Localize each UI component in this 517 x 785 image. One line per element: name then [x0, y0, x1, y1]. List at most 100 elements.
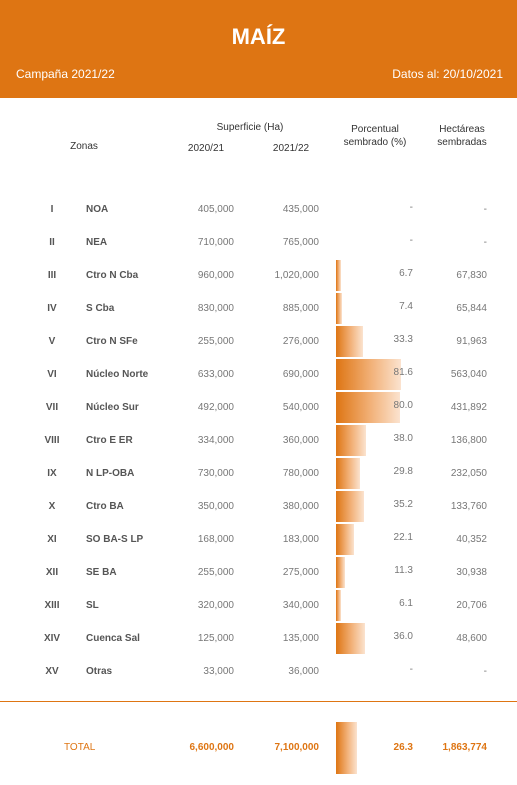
zone-number: IX [47, 468, 57, 479]
surface-2020-21: 255,000 [197, 567, 234, 578]
pct-bar [336, 260, 342, 291]
pct-sown: 7.4 [399, 301, 413, 312]
pct-sown: 36.0 [393, 631, 413, 642]
zone-name: N LP-OBA [86, 468, 135, 479]
pct-bar [336, 326, 363, 357]
surface-2020-21: 168,000 [197, 534, 234, 545]
pct-sown: 22.1 [393, 532, 413, 543]
surface-2021-22: 275,000 [282, 567, 319, 578]
zone-number: XI [47, 534, 57, 545]
zone-number: XIV [43, 633, 61, 644]
zone-number: III [47, 270, 57, 281]
zone-name: Cuenca Sal [86, 633, 140, 644]
table-row: XIII SL 320,000 340,000 6.1 20,706 [0, 589, 517, 622]
pct-bar [336, 590, 341, 621]
total-row: TOTAL 6,600,000 7,100,000 26.3 1,863,774 [0, 722, 517, 774]
surface-2020-21: 255,000 [197, 336, 234, 347]
pct-bar [336, 392, 400, 423]
col-header-hectareas-line1: Hectáreas [439, 124, 485, 135]
hectares-sown: - [483, 204, 487, 215]
pct-sown: - [409, 664, 413, 675]
surface-2020-21: 730,000 [197, 468, 234, 479]
zone-number: II [49, 237, 55, 248]
zone-name: NOA [86, 204, 109, 215]
hectares-sown: 40,352 [456, 534, 487, 545]
total-surface-2021-22: 7,100,000 [274, 742, 320, 753]
zone-name: SO BA-S LP [86, 534, 144, 545]
table-row: XI SO BA-S LP 168,000 183,000 22.1 40,352 [0, 523, 517, 556]
hectares-sown: 30,938 [456, 567, 487, 578]
zone-number: VIII [44, 435, 60, 446]
total-pct-bar [336, 722, 358, 774]
table-row: I NOA 405,000 435,000 - - [0, 193, 517, 226]
col-header-porcentual: Porcentual sembrado (%) [325, 123, 425, 149]
hectares-sown: 91,963 [456, 336, 487, 347]
zone-name: Ctro N SFe [86, 336, 138, 347]
hectares-sown: 133,760 [450, 501, 487, 512]
table-row: XV Otras 33,000 36,000 - - [0, 655, 517, 688]
zone-name: Ctro BA [86, 501, 124, 512]
surface-2021-22: 135,000 [282, 633, 319, 644]
surface-2021-22: 540,000 [282, 402, 319, 413]
pct-sown: 11.3 [394, 565, 413, 576]
pct-sown: - [409, 202, 413, 213]
surface-2021-22: 885,000 [282, 303, 319, 314]
surface-2021-22: 690,000 [282, 369, 319, 380]
hectares-sown: 136,800 [450, 435, 487, 446]
table-row: VII Núcleo Sur 492,000 540,000 80.0 431,892 [0, 391, 517, 424]
surface-2020-21: 710,000 [197, 237, 234, 248]
surface-2020-21: 350,000 [197, 501, 234, 512]
total-label: TOTAL [64, 742, 96, 753]
zone-number: VII [45, 402, 59, 413]
table-row: IV S Cba 830,000 885,000 7.4 65,844 [0, 292, 517, 325]
surface-2020-21: 320,000 [197, 600, 234, 611]
col-header-porcentual-line2: sembrado (%) [343, 137, 407, 148]
surface-2021-22: 340,000 [282, 600, 319, 611]
col-header-superficie: Superficie (Ha) [216, 122, 284, 133]
table-row: IX N LP-OBA 730,000 780,000 29.8 232,050 [0, 457, 517, 490]
zone-name: Núcleo Norte [86, 369, 149, 380]
surface-2020-21: 405,000 [197, 204, 234, 215]
zone-name: Núcleo Sur [86, 402, 139, 413]
pct-sown: 80.0 [393, 400, 413, 411]
pct-bar [336, 293, 342, 324]
col-header-porcentual-line1: Porcentual [351, 124, 399, 135]
surface-2021-22: 36,000 [288, 666, 319, 677]
surface-2021-22: 380,000 [282, 501, 319, 512]
surface-2020-21: 334,000 [197, 435, 234, 446]
pct-sown: 6.7 [399, 268, 413, 279]
surface-2021-22: 765,000 [282, 237, 319, 248]
col-header-zonas: Zonas [70, 141, 98, 152]
page-title: MAÍZ [231, 24, 286, 49]
pct-bar [336, 524, 354, 555]
surface-2021-22: 183,000 [282, 534, 319, 545]
table-row: II NEA 710,000 765,000 - - [0, 226, 517, 259]
zone-number: XIII [44, 600, 60, 611]
zone-name: Ctro N Cba [86, 270, 139, 281]
surface-2020-21: 960,000 [197, 270, 234, 281]
pct-sown: 33.3 [393, 334, 413, 345]
pct-bar [336, 425, 367, 456]
hectares-sown: - [483, 666, 487, 677]
table-row: V Ctro N SFe 255,000 276,000 33.3 91,963 [0, 325, 517, 358]
data-date-label: Datos al: 20/10/2021 [392, 67, 503, 81]
surface-2020-21: 33,000 [203, 666, 234, 677]
zone-number: I [50, 204, 54, 215]
hectares-sown: 67,830 [456, 270, 487, 281]
surface-2020-21: 830,000 [197, 303, 234, 314]
hectares-sown: - [483, 237, 487, 248]
pct-bar [336, 557, 346, 588]
table-row: VI Núcleo Norte 633,000 690,000 81.6 563,040 [0, 358, 517, 391]
surface-2021-22: 435,000 [282, 204, 319, 215]
pct-bar [336, 491, 365, 522]
total-surface-2020-21: 6,600,000 [189, 742, 235, 753]
zone-name: Otras [86, 666, 113, 677]
pct-sown: - [409, 235, 413, 246]
hectares-sown: 65,844 [456, 303, 487, 314]
col-header-hectareas-line2: sembradas [437, 137, 487, 148]
hectares-sown: 20,706 [456, 600, 487, 611]
total-pct: 26.3 [393, 742, 413, 753]
zone-number: VI [47, 369, 57, 380]
zone-number: IV [47, 303, 57, 314]
page-header: MAÍZ Campaña 2021/22 Datos al: 20/10/202… [0, 0, 517, 98]
